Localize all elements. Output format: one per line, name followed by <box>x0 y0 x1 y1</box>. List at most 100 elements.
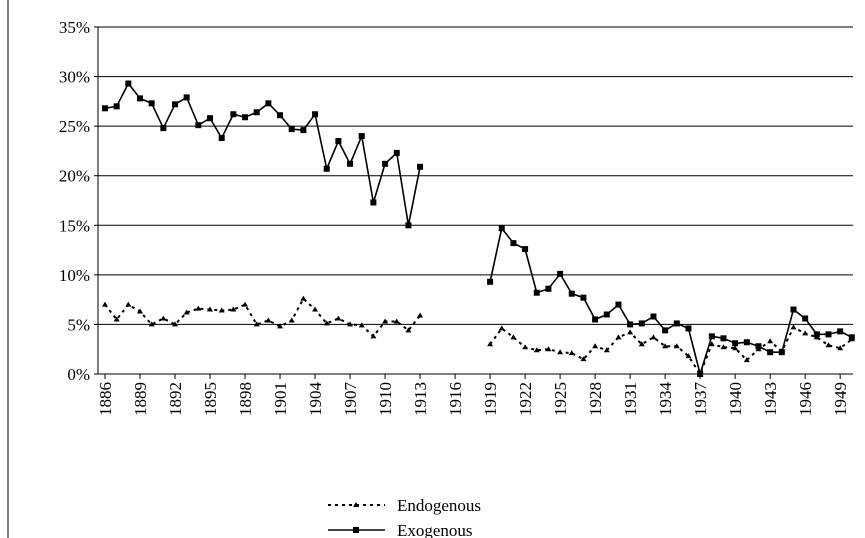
data-point <box>837 328 844 335</box>
data-point <box>102 301 109 307</box>
data-point <box>487 341 494 347</box>
data-point <box>697 371 704 377</box>
data-point <box>253 109 260 116</box>
data-point <box>265 317 272 323</box>
data-point <box>813 331 820 338</box>
data-point <box>218 307 225 313</box>
x-tick-label: 1946 <box>796 382 815 416</box>
data-point <box>825 331 832 338</box>
data-point <box>172 101 179 108</box>
data-point <box>382 160 389 167</box>
data-point <box>580 294 587 301</box>
data-point <box>487 278 494 285</box>
data-point <box>288 317 295 323</box>
data-point <box>638 341 645 347</box>
x-tick-label: 1919 <box>481 382 500 416</box>
data-point <box>125 80 132 87</box>
data-point <box>592 343 599 349</box>
data-point <box>347 160 354 167</box>
data-point <box>802 315 809 322</box>
y-tick-label: 35% <box>59 18 90 37</box>
data-point <box>603 311 610 318</box>
data-point <box>323 320 330 326</box>
data-point <box>335 315 342 321</box>
data-point <box>113 103 120 110</box>
data-point <box>837 345 844 351</box>
x-tick-label: 1931 <box>621 382 640 416</box>
data-point <box>242 301 249 307</box>
x-tick-label: 1922 <box>516 382 535 416</box>
data-point <box>743 357 750 363</box>
data-point <box>300 127 307 134</box>
data-point <box>790 324 797 330</box>
data-point <box>615 301 622 308</box>
legend-label: Exogenous <box>397 521 473 538</box>
data-point <box>230 111 237 118</box>
data-point <box>125 301 132 307</box>
x-tick-label: 1934 <box>656 382 675 417</box>
data-point <box>638 320 645 327</box>
data-point <box>767 338 774 344</box>
y-tick-label: 30% <box>59 68 90 87</box>
x-tick-label: 1892 <box>166 382 185 416</box>
data-point <box>848 334 855 341</box>
data-point <box>662 327 669 334</box>
data-point <box>172 321 179 327</box>
data-point <box>545 285 552 292</box>
data-point <box>510 240 517 247</box>
data-point <box>568 350 575 356</box>
data-point <box>207 115 214 122</box>
data-point <box>580 356 587 362</box>
data-point <box>277 323 284 329</box>
data-point <box>102 105 109 112</box>
data-point <box>720 344 727 350</box>
data-point <box>708 333 715 340</box>
data-point <box>358 133 365 140</box>
data-point <box>662 343 669 349</box>
y-tick-label: 0% <box>67 365 90 384</box>
data-point <box>732 345 739 351</box>
data-point <box>183 309 190 315</box>
data-point <box>732 340 739 347</box>
data-point <box>230 306 237 312</box>
data-point <box>218 135 225 142</box>
data-point <box>148 321 155 327</box>
data-point <box>393 318 400 324</box>
legend-marker <box>353 502 359 507</box>
data-point <box>335 138 342 145</box>
data-point <box>405 222 412 229</box>
y-tick-label: 10% <box>59 266 90 285</box>
data-point <box>557 270 564 277</box>
x-tick-label: 1886 <box>96 382 115 416</box>
data-point <box>207 306 214 312</box>
data-point <box>417 163 424 170</box>
x-tick-label: 1940 <box>726 382 745 416</box>
data-point <box>673 320 680 327</box>
x-tick-label: 1913 <box>411 382 430 416</box>
data-point <box>545 346 552 352</box>
x-tick-label: 1949 <box>831 382 850 416</box>
x-tick-label: 1925 <box>551 382 570 416</box>
legend-marker <box>353 527 359 533</box>
y-tick-label: 25% <box>59 117 90 136</box>
data-point <box>498 325 505 331</box>
data-point <box>522 344 529 350</box>
data-point <box>673 343 680 349</box>
data-point <box>790 306 797 313</box>
data-point <box>592 316 599 323</box>
data-point <box>510 334 517 340</box>
data-point <box>253 321 260 327</box>
data-point <box>650 313 657 320</box>
data-point <box>382 318 389 324</box>
x-tick-label: 1943 <box>761 382 780 416</box>
data-point <box>370 333 377 339</box>
x-tick-label: 1898 <box>236 382 255 416</box>
data-point <box>522 246 529 253</box>
data-point <box>708 341 715 347</box>
data-point <box>242 114 249 121</box>
x-tick-label: 1907 <box>341 382 360 417</box>
series-line <box>104 297 853 377</box>
data-point <box>755 343 762 350</box>
data-point <box>148 100 155 107</box>
